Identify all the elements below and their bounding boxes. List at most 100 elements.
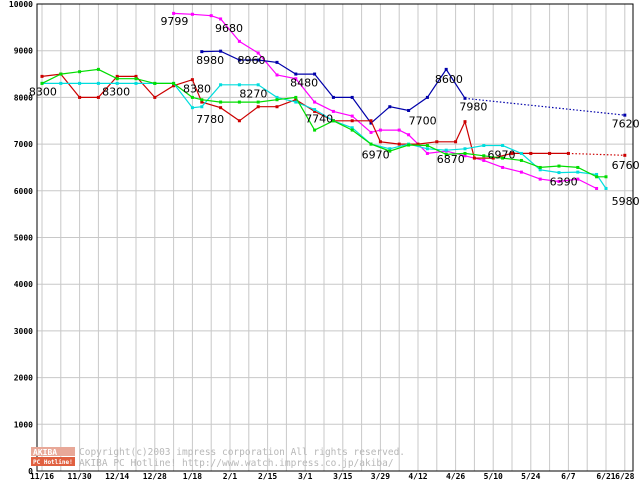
data-label: 8300: [102, 86, 130, 99]
data-point: [444, 67, 448, 71]
y-tick-label: 9000: [14, 47, 33, 56]
data-point: [548, 151, 552, 155]
data-point: [219, 106, 223, 110]
data-point: [388, 147, 392, 151]
data-point: [369, 130, 373, 134]
data-point: [313, 72, 317, 76]
data-point: [294, 98, 298, 102]
data-point: [482, 154, 486, 158]
data-point: [538, 168, 542, 172]
data-point: [510, 151, 514, 155]
data-label: 7700: [409, 114, 437, 127]
data-point: [463, 120, 467, 124]
data-point: [444, 148, 448, 152]
data-point: [331, 119, 335, 123]
data-point: [275, 73, 279, 77]
data-point: [519, 170, 523, 174]
data-label: 6870: [437, 153, 465, 166]
data-point: [237, 39, 241, 43]
data-point: [595, 186, 599, 190]
series-projection-line: [568, 152, 625, 156]
data-point: [190, 106, 194, 110]
data-point: [256, 100, 260, 104]
data-point: [134, 81, 138, 85]
data-label: 7980: [459, 100, 487, 113]
watermark: AKIBA PC Hotline! Copyright(c)2003 impre…: [31, 447, 405, 469]
data-point: [200, 98, 204, 102]
data-point: [566, 151, 570, 155]
data-point: [425, 144, 429, 148]
x-tick-label: 5/24: [521, 472, 540, 480]
x-tick-label: 1/18: [183, 472, 202, 480]
data-point: [350, 95, 354, 99]
y-tick-label: 10000: [9, 0, 33, 9]
data-labels: 9799 9680 8980 8960 8480 8300 8300 8380 8270 7780…: [29, 15, 640, 208]
data-point: [501, 156, 505, 160]
x-tick-label: 3/1: [298, 472, 313, 480]
data-point: [256, 105, 260, 109]
x-tick-label: 2/15: [258, 472, 277, 480]
data-point: [256, 83, 260, 87]
logo-top-text: AKIBA: [33, 448, 57, 457]
series-line: [41, 68, 606, 178]
data-point: [538, 165, 542, 169]
data-point: [115, 81, 119, 85]
data-point: [501, 165, 505, 169]
data-label: 6390: [550, 176, 578, 189]
data-point: [425, 147, 429, 151]
y-tick-label: 1000: [14, 420, 33, 429]
data-label: 9799: [160, 15, 188, 28]
data-point: [595, 172, 599, 176]
data-point: [134, 77, 138, 81]
data-point: [200, 105, 204, 109]
data-point: [623, 113, 627, 117]
x-tick-label: 6/21: [596, 472, 615, 480]
data-point: [350, 114, 354, 118]
data-point: [425, 95, 429, 99]
data-point: [623, 153, 627, 157]
data-point: [313, 128, 317, 132]
x-tick-label: 5/10: [484, 472, 503, 480]
data-point: [538, 177, 542, 181]
data-point: [96, 81, 100, 85]
data-point: [407, 108, 411, 112]
data-label: 8270: [239, 87, 267, 100]
data-point: [172, 11, 176, 15]
data-point: [388, 149, 392, 153]
data-point: [237, 119, 241, 123]
data-label: 7780: [196, 113, 224, 126]
x-tick-label: 11/16: [30, 472, 54, 480]
data-label: 5980: [612, 195, 640, 208]
y-tick-label: 4000: [14, 280, 33, 289]
data-label: 8600: [435, 73, 463, 86]
copyright-text: Copyright(c)2003 impress corporation All…: [79, 447, 405, 458]
data-point: [313, 109, 317, 113]
data-point: [331, 109, 335, 113]
data-point: [454, 140, 458, 144]
data-point: [115, 77, 119, 81]
data-point: [153, 81, 157, 85]
data-point: [294, 77, 298, 81]
data-point: [115, 74, 119, 78]
data-point: [463, 147, 467, 151]
data-point: [96, 95, 100, 99]
data-point: [294, 100, 298, 104]
data-point: [172, 84, 176, 88]
data-point: [350, 128, 354, 132]
data-point: [369, 119, 373, 123]
data-point: [172, 81, 176, 85]
data-point: [256, 58, 260, 62]
data-point: [501, 144, 505, 148]
data-point: [237, 83, 241, 87]
data-point: [482, 158, 486, 162]
data-point: [369, 142, 373, 146]
data-point: [435, 140, 439, 144]
data-point: [425, 151, 429, 155]
data-point: [294, 72, 298, 76]
data-point: [153, 95, 157, 99]
data-point: [275, 60, 279, 64]
x-tick-label: 4/12: [408, 472, 427, 480]
data-point: [519, 158, 523, 162]
data-point: [237, 100, 241, 104]
data-point: [237, 58, 241, 62]
